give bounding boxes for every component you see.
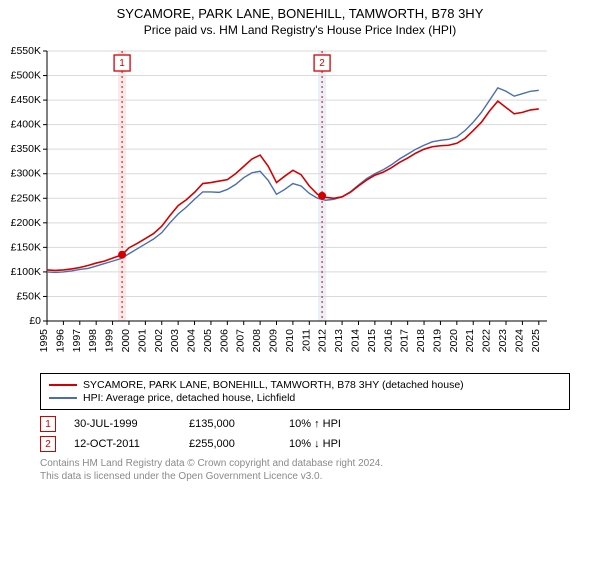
svg-text:2007: 2007 [235, 329, 247, 353]
transaction-price: £135,000 [189, 418, 289, 430]
svg-text:2016: 2016 [382, 329, 394, 353]
svg-text:2008: 2008 [251, 329, 263, 353]
transaction-row: 1 30-JUL-1999£135,00010% ↑ HPI [40, 416, 570, 432]
transaction-hpi: 10% ↓ HPI [289, 438, 409, 450]
legend: SYCAMORE, PARK LANE, BONEHILL, TAMWORTH,… [40, 373, 570, 410]
svg-text:£500K: £500K [11, 70, 41, 82]
svg-text:2: 2 [319, 58, 325, 69]
svg-text:£200K: £200K [11, 217, 41, 229]
transaction-date: 30-JUL-1999 [74, 418, 189, 430]
svg-text:£450K: £450K [11, 94, 41, 106]
svg-text:1996: 1996 [54, 329, 66, 353]
svg-text:2002: 2002 [153, 329, 165, 353]
legend-item: HPI: Average price, detached house, Lich… [49, 392, 561, 404]
svg-text:2013: 2013 [333, 329, 345, 353]
svg-text:2009: 2009 [268, 329, 280, 353]
svg-text:2012: 2012 [317, 329, 329, 353]
svg-text:2023: 2023 [497, 329, 509, 353]
svg-text:£400K: £400K [11, 119, 41, 131]
svg-text:£150K: £150K [11, 241, 41, 253]
chart-subtitle: Price paid vs. HM Land Registry's House … [0, 23, 600, 37]
svg-text:2005: 2005 [202, 329, 214, 353]
svg-text:1998: 1998 [87, 329, 99, 353]
svg-text:2021: 2021 [464, 329, 476, 353]
legend-label: HPI: Average price, detached house, Lich… [83, 392, 295, 404]
transaction-hpi: 10% ↑ HPI [289, 418, 409, 430]
svg-text:2014: 2014 [349, 329, 361, 353]
svg-text:1999: 1999 [104, 329, 116, 353]
svg-text:£300K: £300K [11, 168, 41, 180]
svg-text:2004: 2004 [186, 329, 198, 353]
svg-text:2022: 2022 [481, 329, 493, 353]
svg-text:2019: 2019 [431, 329, 443, 353]
footer-line-1: Contains HM Land Registry data © Crown c… [40, 458, 570, 471]
transaction-marker-box: 2 [40, 436, 56, 452]
svg-text:2003: 2003 [169, 329, 181, 353]
svg-text:2017: 2017 [399, 329, 411, 353]
svg-text:£350K: £350K [11, 143, 41, 155]
svg-text:2011: 2011 [300, 329, 312, 352]
svg-text:1995: 1995 [38, 329, 50, 353]
chart-title: SYCAMORE, PARK LANE, BONEHILL, TAMWORTH,… [0, 6, 600, 21]
svg-text:1997: 1997 [71, 329, 83, 353]
svg-text:2000: 2000 [120, 329, 132, 353]
legend-swatch [49, 397, 77, 399]
line-chart: £0 £50K £100K £150K £200K £250K £300K £350K £400… [0, 39, 560, 369]
legend-label: SYCAMORE, PARK LANE, BONEHILL, TAMWORTH,… [83, 379, 464, 391]
transaction-table: 1 30-JUL-1999£135,00010% ↑ HPI 2 12-OCT-201… [40, 416, 570, 452]
chart-container: SYCAMORE, PARK LANE, BONEHILL, TAMWORTH,… [0, 6, 600, 566]
svg-text:2025: 2025 [530, 329, 542, 353]
svg-text:2024: 2024 [513, 329, 525, 353]
svg-text:2010: 2010 [284, 329, 296, 353]
footer-line-2: This data is licensed under the Open Gov… [40, 471, 570, 484]
svg-text:2001: 2001 [136, 329, 148, 353]
svg-text:£50K: £50K [16, 290, 41, 302]
legend-swatch [49, 384, 77, 386]
transaction-date: 12-OCT-2011 [74, 438, 189, 450]
svg-text:£100K: £100K [11, 266, 41, 278]
legend-item: SYCAMORE, PARK LANE, BONEHILL, TAMWORTH,… [49, 379, 561, 391]
transaction-row: 2 12-OCT-2011£255,00010% ↓ HPI [40, 436, 570, 452]
transaction-price: £255,000 [189, 438, 289, 450]
svg-text:£250K: £250K [11, 192, 41, 204]
transaction-marker-box: 1 [40, 416, 56, 432]
svg-text:2018: 2018 [415, 329, 427, 353]
svg-text:2020: 2020 [448, 329, 460, 353]
svg-text:2015: 2015 [366, 329, 378, 353]
svg-text:2006: 2006 [218, 329, 230, 353]
svg-text:£0: £0 [29, 315, 41, 327]
svg-text:£550K: £550K [11, 45, 41, 57]
footer-attribution: Contains HM Land Registry data © Crown c… [40, 458, 570, 483]
svg-text:1: 1 [119, 58, 125, 69]
